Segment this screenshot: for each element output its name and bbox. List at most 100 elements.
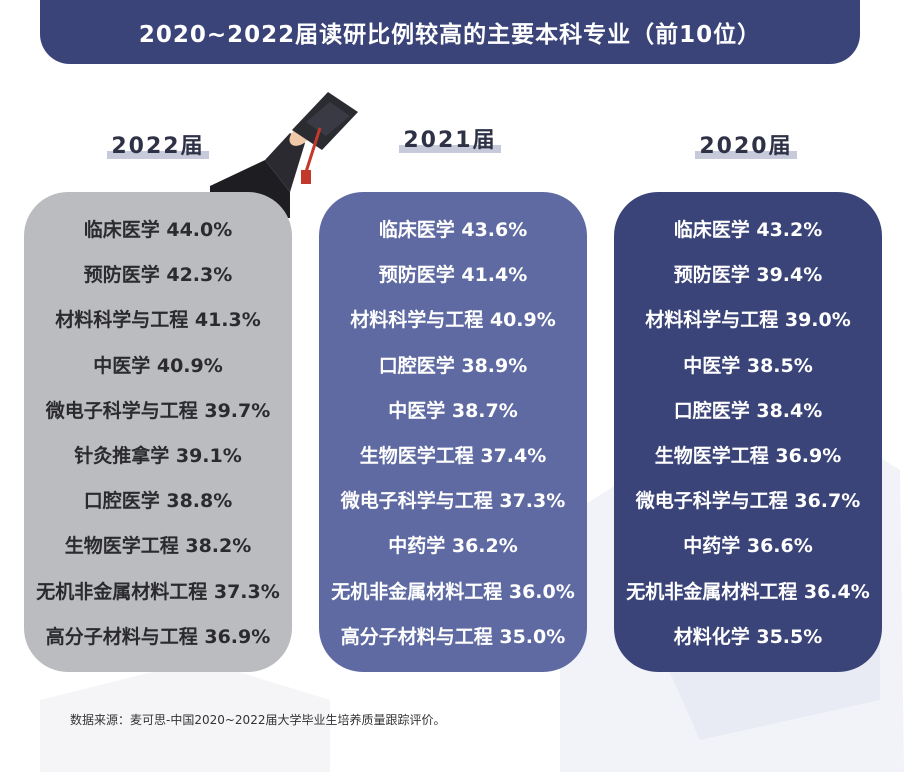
ratio-value: 38.2% bbox=[185, 535, 252, 558]
ranking-row: 预防医学 42.3% bbox=[24, 253, 292, 298]
ratio-value: 41.3% bbox=[194, 309, 261, 332]
data-source-note: 数据来源：麦可思-中国2020~2022届大学毕业生培养质量跟踪评价。 bbox=[70, 713, 446, 727]
ratio-value: 38.5% bbox=[746, 354, 813, 377]
ratio-value: 36.6% bbox=[746, 535, 813, 558]
ratio-value: 42.3% bbox=[166, 264, 233, 287]
major-name: 针灸推拿学 bbox=[74, 444, 170, 467]
ranking-card-2020: 临床医学 43.2% 预防医学 39.4% 材料科学与工程 39.0% 中医学 38.… bbox=[614, 192, 882, 672]
major-name: 口腔医学 bbox=[378, 354, 455, 377]
year-label-2021: 2021届 bbox=[350, 122, 550, 154]
major-name: 无机非金属材料工程 bbox=[36, 580, 208, 603]
major-name: 生物医学工程 bbox=[64, 535, 179, 558]
ratio-value: 37.3% bbox=[499, 490, 566, 513]
major-name: 临床医学 bbox=[83, 219, 160, 241]
year-label-2020: 2020届 bbox=[646, 128, 846, 160]
ratio-value: 40.9% bbox=[156, 354, 223, 377]
ranking-row: 无机非金属材料工程 36.4% bbox=[614, 570, 882, 615]
ranking-card-2022: 临床医学 44.0% 预防医学 42.3% 材料科学与工程 41.3% 中医学 40.… bbox=[24, 192, 292, 672]
major-name: 中医学 bbox=[683, 354, 741, 377]
ratio-value: 43.2% bbox=[756, 219, 823, 241]
ranking-row: 生物医学工程 37.4% bbox=[319, 434, 587, 479]
ranking-row: 材料科学与工程 39.0% bbox=[614, 298, 882, 343]
major-name: 生物医学工程 bbox=[359, 444, 474, 467]
ranking-row: 微电子科学与工程 39.7% bbox=[24, 389, 292, 434]
ranking-row: 临床医学 43.6% bbox=[319, 208, 587, 253]
year-label-text: 2022届 bbox=[107, 128, 209, 160]
ranking-row: 生物医学工程 36.9% bbox=[614, 434, 882, 479]
ranking-row: 中医学 38.5% bbox=[614, 344, 882, 389]
year-label-text: 2021届 bbox=[399, 122, 501, 154]
ratio-value: 44.0% bbox=[166, 219, 233, 241]
ranking-row: 预防医学 39.4% bbox=[614, 253, 882, 298]
ratio-value: 39.0% bbox=[784, 309, 851, 332]
major-name: 中医学 bbox=[388, 399, 446, 422]
major-name: 微电子科学与工程 bbox=[340, 490, 493, 513]
ranking-list: 临床医学 44.0% 预防医学 42.3% 材料科学与工程 41.3% 中医学 40.… bbox=[24, 208, 292, 660]
ranking-row: 口腔医学 38.8% bbox=[24, 479, 292, 524]
ranking-row: 材料化学 35.5% bbox=[614, 615, 882, 660]
ranking-row: 口腔医学 38.4% bbox=[614, 389, 882, 434]
ratio-value: 36.9% bbox=[775, 444, 842, 467]
ranking-row: 无机非金属材料工程 36.0% bbox=[319, 570, 587, 615]
ratio-value: 38.4% bbox=[756, 399, 823, 422]
ratio-value: 39.1% bbox=[175, 444, 242, 467]
year-label-2022: 2022届 bbox=[58, 128, 258, 160]
major-name: 高分子材料与工程 bbox=[45, 625, 198, 648]
ranking-row: 材料科学与工程 40.9% bbox=[319, 298, 587, 343]
ratio-value: 39.4% bbox=[756, 264, 823, 287]
major-name: 口腔医学 bbox=[673, 399, 750, 422]
ranking-row: 中药学 36.2% bbox=[319, 524, 587, 569]
ranking-card-2021: 临床医学 43.6% 预防医学 41.4% 材料科学与工程 40.9% 口腔医学 38… bbox=[319, 192, 587, 672]
ranking-row: 材料科学与工程 41.3% bbox=[24, 298, 292, 343]
ranking-row: 中医学 40.9% bbox=[24, 344, 292, 389]
ratio-value: 38.7% bbox=[451, 399, 518, 422]
ratio-value: 38.8% bbox=[166, 490, 233, 513]
ranking-row: 针灸推拿学 39.1% bbox=[24, 434, 292, 479]
major-name: 中药学 bbox=[683, 535, 741, 558]
major-name: 中药学 bbox=[388, 535, 446, 558]
ratio-value: 37.3% bbox=[213, 580, 280, 603]
ranking-row: 中医学 38.7% bbox=[319, 389, 587, 434]
ratio-value: 40.9% bbox=[489, 309, 556, 332]
major-name: 高分子材料与工程 bbox=[340, 625, 493, 648]
major-name: 无机非金属材料工程 bbox=[331, 580, 503, 603]
major-name: 中医学 bbox=[93, 354, 151, 377]
ranking-row: 高分子材料与工程 35.0% bbox=[319, 615, 587, 660]
major-name: 预防医学 bbox=[673, 264, 750, 287]
major-name: 材料化学 bbox=[673, 625, 750, 648]
ranking-row: 预防医学 41.4% bbox=[319, 253, 587, 298]
ratio-value: 37.4% bbox=[480, 444, 547, 467]
major-name: 微电子科学与工程 bbox=[45, 399, 198, 422]
ratio-value: 41.4% bbox=[461, 264, 528, 287]
major-name: 材料科学与工程 bbox=[55, 309, 189, 332]
ranking-row: 临床医学 44.0% bbox=[24, 208, 292, 253]
major-name: 材料科学与工程 bbox=[350, 309, 484, 332]
ranking-row: 无机非金属材料工程 37.3% bbox=[24, 570, 292, 615]
major-name: 临床医学 bbox=[378, 219, 455, 241]
major-name: 预防医学 bbox=[83, 264, 160, 287]
ratio-value: 43.6% bbox=[461, 219, 528, 241]
ratio-value: 38.9% bbox=[461, 354, 528, 377]
ranking-row: 临床医学 43.2% bbox=[614, 208, 882, 253]
ranking-row: 微电子科学与工程 37.3% bbox=[319, 479, 587, 524]
ratio-value: 35.0% bbox=[499, 625, 566, 648]
ratio-value: 36.2% bbox=[451, 535, 518, 558]
major-name: 无机非金属材料工程 bbox=[626, 580, 798, 603]
major-name: 预防医学 bbox=[378, 264, 455, 287]
year-label-text: 2020届 bbox=[695, 128, 797, 160]
ranking-row: 生物医学工程 38.2% bbox=[24, 524, 292, 569]
ratio-value: 36.7% bbox=[794, 490, 861, 513]
ratio-value: 39.7% bbox=[204, 399, 271, 422]
ratio-value: 35.5% bbox=[756, 625, 823, 648]
major-name: 口腔医学 bbox=[83, 490, 160, 513]
ranking-list: 临床医学 43.6% 预防医学 41.4% 材料科学与工程 40.9% 口腔医学 38… bbox=[319, 208, 587, 660]
ranking-row: 中药学 36.6% bbox=[614, 524, 882, 569]
major-name: 临床医学 bbox=[673, 219, 750, 241]
ratio-value: 36.4% bbox=[803, 580, 870, 603]
chart-title: 2020~2022届读研比例较高的主要本科专业（前10位） bbox=[138, 22, 762, 48]
ranking-row: 高分子材料与工程 36.9% bbox=[24, 615, 292, 660]
ranking-row: 微电子科学与工程 36.7% bbox=[614, 479, 882, 524]
major-name: 生物医学工程 bbox=[654, 444, 769, 467]
ratio-value: 36.0% bbox=[508, 580, 575, 603]
ratio-value: 36.9% bbox=[204, 625, 271, 648]
